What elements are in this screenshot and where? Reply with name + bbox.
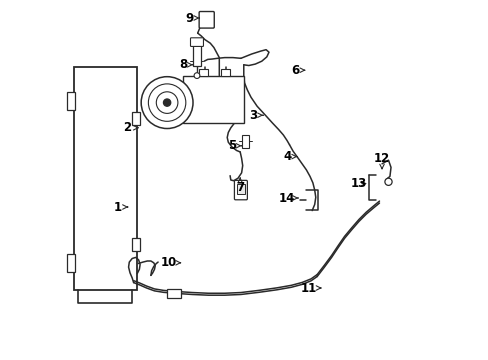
Bar xyxy=(132,238,140,251)
Circle shape xyxy=(163,99,170,106)
Circle shape xyxy=(141,77,193,129)
Bar xyxy=(241,135,248,148)
Bar xyxy=(167,289,181,298)
Text: 2: 2 xyxy=(123,121,138,134)
Text: 6: 6 xyxy=(290,64,304,77)
Bar xyxy=(236,184,244,194)
FancyBboxPatch shape xyxy=(199,12,214,28)
Polygon shape xyxy=(73,67,136,290)
Text: 1: 1 xyxy=(114,201,127,213)
Circle shape xyxy=(156,92,178,113)
FancyBboxPatch shape xyxy=(190,38,203,46)
Circle shape xyxy=(148,84,185,121)
Text: 11: 11 xyxy=(301,282,320,294)
FancyBboxPatch shape xyxy=(234,180,247,200)
Bar xyxy=(132,112,140,125)
Bar xyxy=(192,44,201,66)
Text: 8: 8 xyxy=(179,58,193,71)
Circle shape xyxy=(194,73,200,78)
Bar xyxy=(67,254,75,272)
Bar xyxy=(67,92,75,110)
Text: 9: 9 xyxy=(185,12,199,24)
Bar xyxy=(183,76,244,123)
Text: 3: 3 xyxy=(249,109,263,122)
Text: 4: 4 xyxy=(283,150,297,163)
Circle shape xyxy=(384,178,391,185)
Text: 7: 7 xyxy=(236,178,244,194)
Text: 12: 12 xyxy=(373,152,389,169)
Text: 5: 5 xyxy=(227,139,241,152)
Text: 10: 10 xyxy=(161,256,180,269)
Text: 13: 13 xyxy=(350,177,366,190)
Bar xyxy=(199,69,208,76)
Text: 14: 14 xyxy=(278,192,297,204)
Bar xyxy=(221,69,230,76)
